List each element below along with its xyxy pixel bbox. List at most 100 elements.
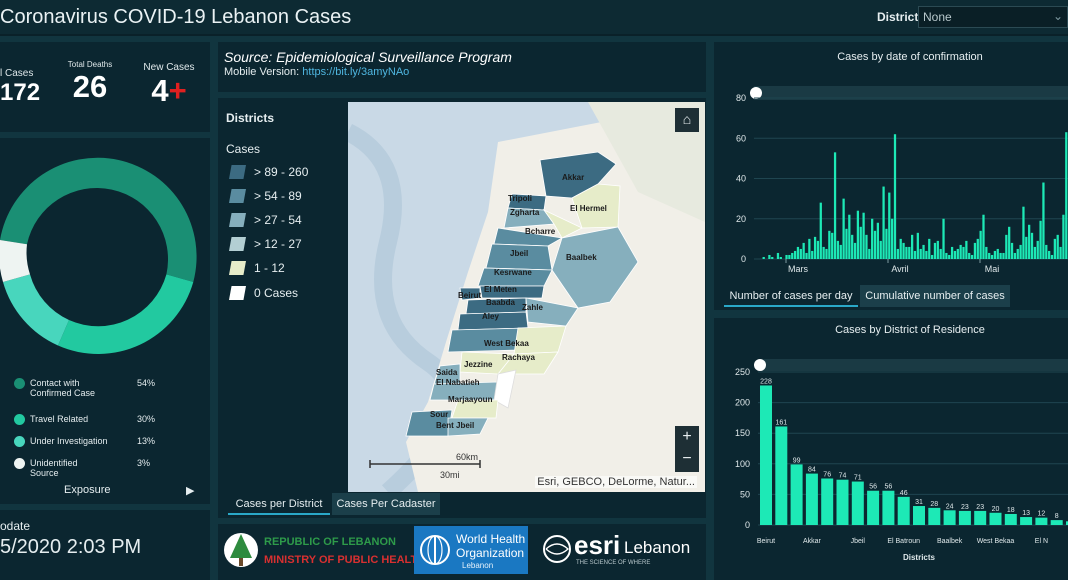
x-axis-title: Districts [903,553,936,562]
bar [905,246,908,259]
donut-slice-travel[interactable] [58,274,194,354]
y-tick-label: 250 [735,367,750,377]
bar [985,246,988,259]
x-tick-label: Mai [985,264,1000,274]
tab-cases-per-day[interactable]: Number of cases per day [724,285,858,307]
last-update-value: 5/2020 2:03 PM [0,536,142,558]
bar [953,250,957,259]
lebanon-map[interactable]: Akkar Tripoli El Hermel Zgharta Bcharre … [348,102,705,492]
bar [760,385,772,525]
bar [1028,224,1031,259]
bar-data-label: 71 [854,475,862,482]
bar-data-label: 228 [760,378,772,385]
bar [999,252,1002,259]
bar [1022,206,1025,259]
total-cases-stat: l Cases 172 [0,68,42,107]
bar [919,248,922,259]
y-tick-label: 200 [735,398,750,408]
next-arrow-icon[interactable]: ▶ [186,485,195,497]
who-line2: Organization [456,546,525,560]
bar [868,248,871,259]
bar [802,242,805,259]
bar [776,252,780,259]
bar [1053,238,1056,259]
tab-cumulative-cases[interactable]: Cumulative number of cases [860,285,1010,307]
district-cases-chart: 0 50 100 150 200 250 228 161 99 84 76 74 71 56 56 46 31 2… [735,359,1068,562]
zoom-in-button[interactable]: + [675,426,699,450]
bar [925,250,928,259]
tab-cases-per-cadaster[interactable]: Cases Per Cadaster [332,493,440,515]
bar [916,232,919,259]
district-el-meten[interactable] [479,285,545,299]
district-select[interactable]: None ⌄ [918,6,1068,28]
bar-data-label: 99 [793,457,801,464]
place-label: Aley [482,312,499,321]
y-tick-label: 0 [741,254,746,264]
map-legend-title: Districts [226,111,275,125]
app-title: Coronavirus COVID-19 Lebanon Cases [0,6,352,28]
legend-label: Unidentified Source [30,458,78,478]
bar [842,198,845,259]
bar [873,230,877,259]
bar [1065,132,1068,259]
chevron-down-icon: ⌄ [1052,9,1063,23]
bar [788,254,791,259]
who-logo: World Health Organization Lebanon [414,526,528,574]
logos-panel: REPUBLIC OF LEBANON MINISTRY OF PUBLIC H… [218,524,706,580]
place-label: Saida [436,368,458,377]
place-label: El Nabatieh [436,378,480,387]
district-beirut[interactable] [459,287,481,301]
bar [1010,242,1014,259]
place-label: Jezzine [464,360,493,369]
place-label: El Hermel [570,204,607,213]
mobile-version-link[interactable]: https://bit.ly/3amyNAo [302,66,410,78]
bar [1025,236,1028,259]
x-tick-label: Baalbek [937,538,963,545]
range-slider-handle [754,359,766,371]
bar [896,248,899,259]
mobile-version-line: Mobile Version: https://bit.ly/3amyNAo [224,66,409,78]
moph-logo: REPUBLIC OF LEBANON MINISTRY OF PUBLIC H… [222,526,425,576]
esri-globe-icon [543,535,571,563]
new-cases-value-row: 4+ [140,73,198,109]
bar [1059,246,1062,259]
bar [976,238,979,259]
legend-swatch-label: > 12 - 27 [254,237,302,251]
place-label: Rachaya [502,353,535,362]
bar [933,242,937,259]
donut-slice-unidentified[interactable] [0,240,30,282]
donut-slice-contact[interactable] [0,157,197,282]
district-marjaayoun[interactable] [451,399,499,419]
y-tick-label: 0 [745,520,750,530]
zoom-out-button[interactable]: − [675,448,699,472]
x-tick-label: Jbeil [851,538,866,545]
bar [819,202,822,259]
donut-slice-investigation[interactable] [3,274,69,346]
moph-line1: REPUBLIC OF LEBANON [264,536,396,548]
bar-data-label: 8 [1055,513,1059,520]
bar [828,230,831,259]
bar [897,496,910,525]
district-el-hermel[interactable] [571,183,621,229]
bar [891,218,894,259]
bar-data-label: 23 [961,504,969,511]
bar [942,218,945,259]
legend-label: Contact with Confirmed Case [30,378,96,398]
legend-label: Travel Related [30,414,89,424]
moph-line2: MINISTRY OF PUBLIC HEALTH [264,554,426,566]
bar [851,234,854,259]
bar-data-label: 18 [1007,507,1015,514]
bar [1042,182,1045,259]
legend-dot [14,378,25,389]
bar [943,510,956,525]
bar-data-label: 23 [976,504,984,511]
district-hasbaya[interactable] [493,369,517,409]
legend-pct: 30% [137,414,156,424]
district-bent-jbeil[interactable] [447,417,489,437]
new-cases-label: New Cases [143,62,195,73]
home-icon[interactable]: ⌂ [675,108,699,132]
legend-dot [14,436,25,447]
tab-cases-per-district[interactable]: Cases per District [228,493,330,515]
bar [1033,246,1036,259]
esri-logo: esri Lebanon THE SCIENCE OF WHERE [542,526,702,574]
